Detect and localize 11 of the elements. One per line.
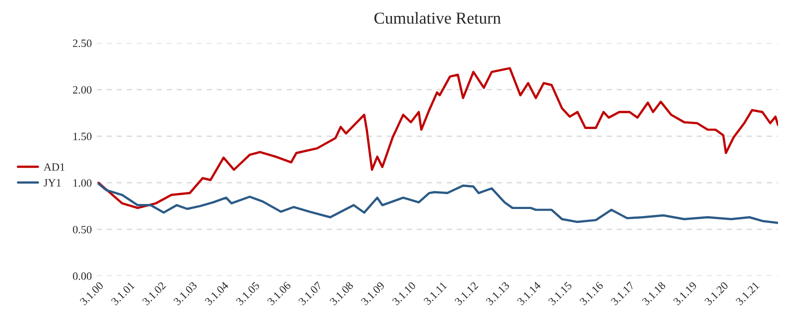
line-series — [97, 182, 778, 224]
y-tick-label: 0.00 — [72, 272, 92, 280]
y-tick-label: 1.50 — [73, 132, 92, 140]
y-tick-label: 0.50 — [72, 226, 92, 234]
y-tick-label: 2.50 — [72, 40, 92, 48]
legend-label: AD1 — [44, 163, 64, 171]
chart-title: Cumulative Return — [374, 12, 501, 24]
legend-label: JY1 — [44, 179, 61, 186]
line-series — [97, 67, 778, 210]
y-tick-label: 2.00 — [72, 86, 92, 94]
y-tick-label: 1.00 — [73, 179, 92, 187]
